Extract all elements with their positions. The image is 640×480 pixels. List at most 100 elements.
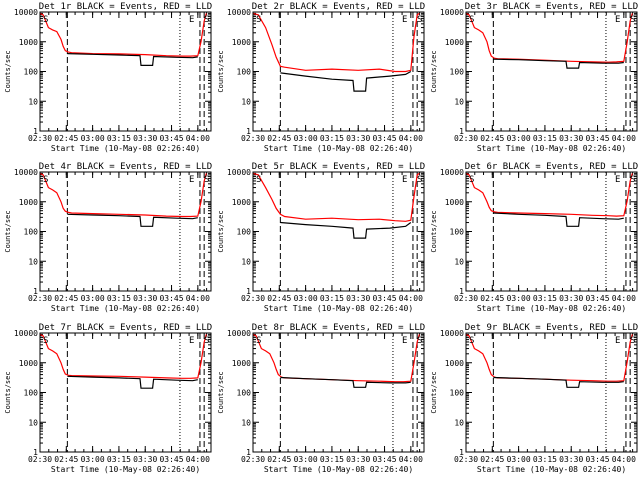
x-tick-label: 03:45 [159, 134, 183, 143]
x-axis-label: Start Time (10-May-08 02:26:40) [264, 465, 413, 474]
y-tick-label: 1000 [232, 38, 251, 47]
corner-label: S [417, 175, 422, 185]
corner-label: S [204, 15, 209, 25]
corner-label: E [189, 15, 194, 25]
y-tick-label: 1000 [19, 359, 38, 368]
y-tick-label: 10 [241, 97, 251, 106]
plot-frame [465, 11, 638, 132]
y-tick-label: 1 [459, 127, 464, 136]
corner-label: S [256, 336, 261, 346]
y-tick-label: 10000 [14, 329, 38, 338]
events-rate-line [67, 53, 198, 67]
y-tick-label: 100 [237, 389, 252, 398]
x-tick-label: 03:30 [559, 455, 583, 464]
plot-frame [252, 332, 425, 453]
x-tick-label: 02:45 [267, 455, 291, 464]
plot-frame [39, 332, 212, 453]
x-tick-label: 03:45 [159, 455, 183, 464]
y-tick-label: 1 [246, 287, 251, 296]
panel-9: Det 9r BLACK = Events, RED = LLD Counts/s… [430, 323, 638, 474]
events-rate-line [493, 376, 624, 388]
x-tick-label: 02:30 [454, 455, 478, 464]
x-tick-label: 03:30 [559, 134, 583, 143]
y-axis-label: Counts/sec [430, 371, 438, 413]
y-tick-label: 100 [450, 389, 465, 398]
corner-label: S [43, 336, 48, 346]
corner-label: S [469, 336, 474, 346]
lld-rate-line [253, 333, 420, 383]
lld-rate-line [466, 333, 633, 382]
x-tick-label: 02:30 [28, 134, 52, 143]
y-tick-label: 100 [237, 68, 252, 77]
x-tick-label: 02:45 [480, 134, 504, 143]
x-tick-label: 04:00 [612, 294, 636, 303]
x-tick-label: 03:15 [107, 134, 131, 143]
y-tick-label: 1000 [19, 198, 38, 207]
corner-label: S [256, 15, 261, 25]
x-tick-label: 02:45 [54, 134, 78, 143]
y-axis-label: Counts/sec [4, 210, 12, 252]
x-axis-label: Start Time (10-May-08 02:26:40) [264, 144, 413, 153]
x-tick-label: 04:00 [612, 134, 636, 143]
x-tick-label: 02:45 [480, 294, 504, 303]
x-tick-label: 02:45 [480, 455, 504, 464]
x-tick-label: 02:30 [241, 134, 265, 143]
y-axis-label: Counts/sec [217, 371, 225, 413]
x-tick-label: 03:15 [320, 455, 344, 464]
corner-label: S [256, 175, 261, 185]
y-tick-label: 10 [454, 418, 464, 427]
y-tick-label: 10 [241, 418, 251, 427]
panel-6: Det 6r BLACK = Events, RED = LLD Counts/s… [430, 162, 638, 313]
x-tick-label: 04:00 [399, 455, 423, 464]
x-tick-label: 03:00 [294, 294, 318, 303]
x-tick-label: 03:00 [507, 294, 531, 303]
x-tick-label: 03:15 [320, 294, 344, 303]
lld-rate-line [466, 12, 633, 63]
y-tick-label: 100 [24, 68, 39, 77]
events-rate-line [280, 221, 412, 239]
y-tick-label: 10 [454, 257, 464, 266]
x-tick-label: 03:15 [107, 455, 131, 464]
x-tick-label: 02:30 [28, 294, 52, 303]
plot-frame [465, 332, 638, 453]
x-tick-label: 02:45 [267, 294, 291, 303]
y-axis-label: Counts/sec [430, 210, 438, 252]
corner-label: S [43, 15, 48, 25]
y-tick-label: 1 [246, 448, 251, 457]
y-tick-label: 10 [241, 257, 251, 266]
x-tick-label: 02:30 [241, 455, 265, 464]
x-tick-label: 03:00 [507, 134, 531, 143]
x-axis-label: Start Time (10-May-08 02:26:40) [477, 465, 626, 474]
corner-label: E [189, 175, 194, 185]
x-tick-label: 02:45 [54, 455, 78, 464]
x-axis-label: Start Time (10-May-08 02:26:40) [51, 144, 200, 153]
corner-label: S [204, 336, 209, 346]
corner-label: S [630, 175, 635, 185]
panel-8: Det 8r BLACK = Events, RED = LLD Counts/s… [217, 323, 425, 474]
x-tick-label: 03:30 [133, 455, 157, 464]
y-axis-label: Counts/sec [217, 210, 225, 252]
x-tick-label: 03:00 [81, 455, 105, 464]
x-tick-label: 03:30 [133, 134, 157, 143]
x-tick-label: 03:45 [159, 294, 183, 303]
corner-label: E [402, 175, 407, 185]
x-axis-label: Start Time (10-May-08 02:26:40) [477, 304, 626, 313]
y-tick-label: 10000 [227, 329, 251, 338]
corner-label: S [417, 336, 422, 346]
panel-title: Det 6r BLACK = Events, RED = LLD [465, 162, 638, 172]
y-tick-label: 1 [459, 287, 464, 296]
panel-2: Det 2r BLACK = Events, RED = LLD Counts/s… [217, 2, 425, 153]
y-tick-label: 10 [454, 97, 464, 106]
corner-label: S [469, 175, 474, 185]
y-tick-label: 1000 [445, 198, 464, 207]
x-tick-label: 03:15 [320, 134, 344, 143]
y-tick-label: 10 [28, 257, 38, 266]
plot-frame [252, 171, 425, 292]
lld-rate-line [253, 172, 420, 222]
y-tick-label: 10000 [227, 168, 251, 177]
plot-frame [39, 171, 212, 292]
corner-label: S [630, 336, 635, 346]
x-tick-label: 04:00 [612, 455, 636, 464]
y-tick-label: 1 [459, 448, 464, 457]
x-axis-label: Start Time (10-May-08 02:26:40) [51, 465, 200, 474]
